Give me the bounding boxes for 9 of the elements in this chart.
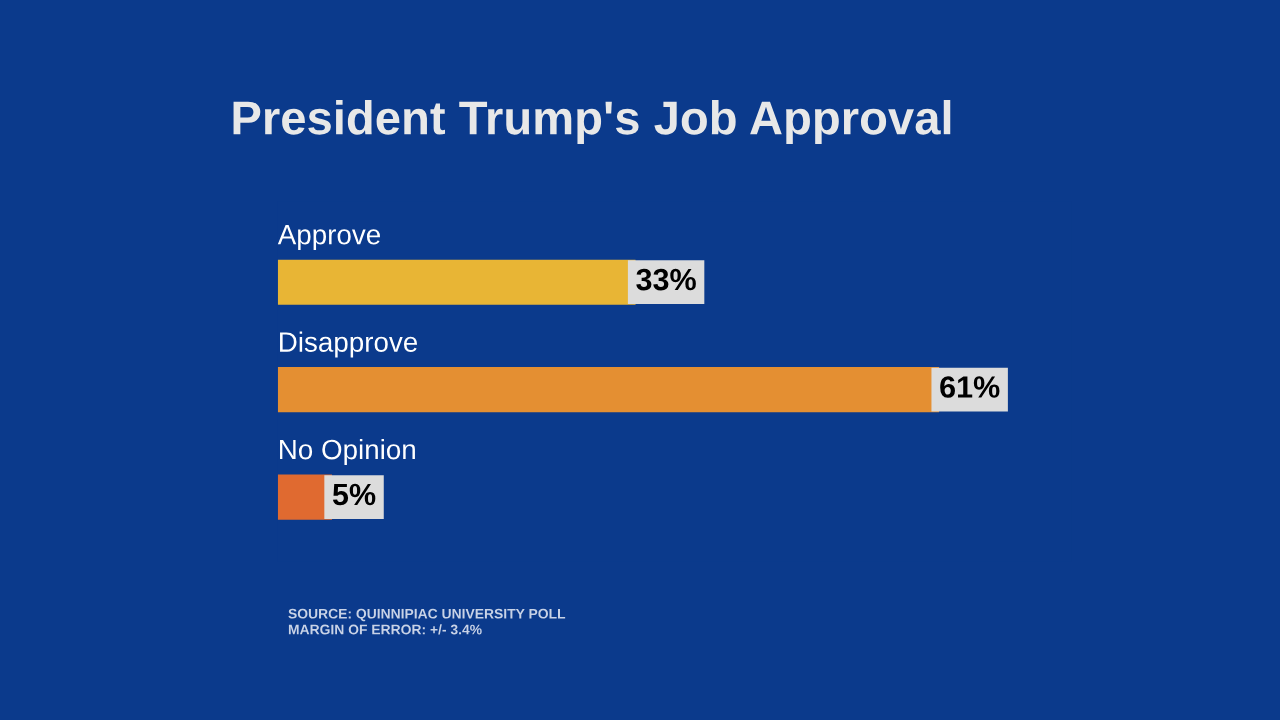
data-label: 33%	[636, 268, 696, 291]
data-label: 61%	[940, 376, 1000, 398]
y-tick-label: Approve	[277, 225, 380, 250]
data-label: 5%	[332, 483, 376, 506]
y-tick-label: Disapprove	[280, 331, 418, 358]
y-tick-label: No Opinion	[280, 438, 415, 465]
text: MARGIN OF ERROR: +/- 3.4%	[288, 624, 482, 635]
chart-title: President Trump's Job Approval	[233, 99, 951, 144]
source-note: SOURCE: QUINNIPIAC UNIVERSITY POLL	[288, 608, 566, 622]
